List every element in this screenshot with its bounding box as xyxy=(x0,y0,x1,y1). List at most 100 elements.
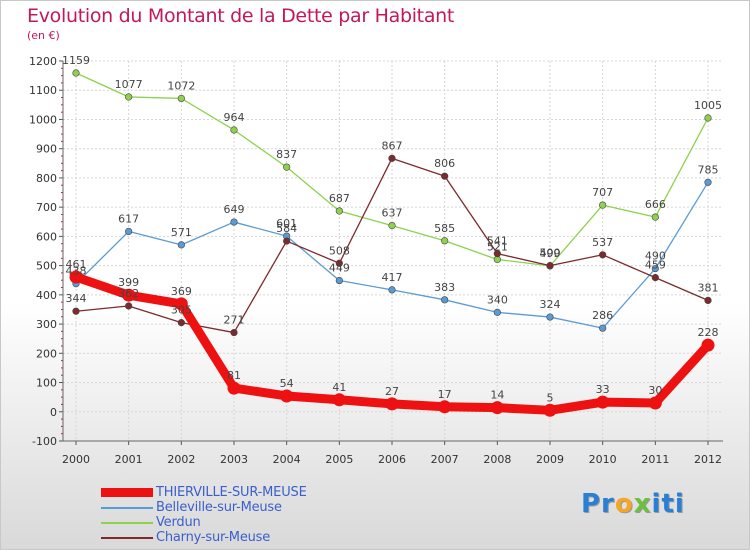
data-label: 449 xyxy=(329,262,350,275)
data-point xyxy=(493,250,501,258)
data-point xyxy=(335,207,343,215)
legend-swatch xyxy=(101,537,153,539)
data-point xyxy=(651,213,659,221)
legend-swatch xyxy=(101,488,153,497)
legend-label: Verdun xyxy=(156,515,201,530)
legend-item: Belleville-sur-Meuse xyxy=(101,500,401,515)
legend-swatch xyxy=(101,507,153,509)
data-point xyxy=(177,94,185,103)
data-point xyxy=(599,201,607,209)
data-point xyxy=(704,114,712,122)
y-tick-label: 1100 xyxy=(29,84,57,97)
data-point xyxy=(546,262,554,270)
legend-item: Verdun xyxy=(101,515,401,530)
data-label: 537 xyxy=(592,236,613,249)
data-point xyxy=(438,400,452,414)
data-point xyxy=(704,296,712,305)
data-point xyxy=(651,264,659,273)
data-point xyxy=(72,69,80,77)
data-label: 383 xyxy=(434,281,455,294)
y-tick-label: 700 xyxy=(36,201,57,214)
data-label: 500 xyxy=(540,247,561,260)
x-tick-label: 2003 xyxy=(220,453,248,466)
x-tick-label: 2009 xyxy=(536,453,564,466)
data-label: 340 xyxy=(487,293,508,306)
y-tick-label: 600 xyxy=(36,230,57,243)
x-tick-label: 2006 xyxy=(378,453,406,466)
data-point xyxy=(335,276,343,285)
data-label: 17 xyxy=(438,388,452,401)
data-point xyxy=(441,172,449,180)
x-tick-label: 2000 xyxy=(62,453,90,466)
data-label: 601 xyxy=(276,217,297,230)
series xyxy=(69,69,715,417)
data-label: 305 xyxy=(171,304,192,317)
data-label: 461 xyxy=(66,258,87,271)
data-point xyxy=(230,126,238,134)
legend-label: Belleville-sur-Meuse xyxy=(156,500,282,515)
data-label: 54 xyxy=(280,377,294,390)
data-label: 637 xyxy=(382,207,403,220)
legend-item: THIERVILLE-SUR-MEUSE xyxy=(101,485,401,500)
data-label: 369 xyxy=(171,285,192,298)
proxiti-logo: Proxiti xyxy=(581,489,685,519)
data-label: 5 xyxy=(547,391,554,404)
data-point xyxy=(388,286,396,294)
y-tick-label: 800 xyxy=(36,172,57,185)
legend: THIERVILLE-SUR-MEUSE Belleville-sur-Meuse… xyxy=(101,485,401,545)
data-point xyxy=(388,154,396,162)
y-tick-label: 900 xyxy=(36,143,57,156)
data-label: 41 xyxy=(332,381,346,394)
y-tick-label: 0 xyxy=(50,406,57,419)
data-point xyxy=(230,328,238,337)
data-label: 33 xyxy=(596,383,610,396)
y-tick-label: 400 xyxy=(36,289,57,302)
data-label: 228 xyxy=(698,326,719,339)
data-point xyxy=(283,237,291,245)
data-label: 837 xyxy=(276,148,297,161)
data-point xyxy=(335,259,343,267)
data-label: 499 xyxy=(540,247,561,260)
data-point xyxy=(125,302,133,310)
y-tick-label: 200 xyxy=(36,347,57,360)
data-point xyxy=(490,401,504,415)
data-point xyxy=(69,270,83,284)
data-point xyxy=(332,393,346,407)
data-label: 617 xyxy=(118,212,139,225)
data-label: 508 xyxy=(329,244,350,257)
data-point xyxy=(599,324,607,332)
x-tick-label: 2002 xyxy=(167,453,195,466)
data-point xyxy=(651,274,659,282)
data-point xyxy=(280,389,294,403)
x-tick-label: 2004 xyxy=(273,453,301,466)
data-point xyxy=(72,307,80,315)
data-label: 399 xyxy=(118,276,139,289)
legend-item: Charny-sur-Meuse xyxy=(101,530,401,545)
y-tick-label: -100 xyxy=(32,435,57,448)
data-point xyxy=(493,308,501,316)
data-point xyxy=(177,319,185,327)
data-point xyxy=(125,227,133,236)
legend-label: THIERVILLE-SUR-MEUSE xyxy=(156,485,307,500)
data-point xyxy=(441,237,449,245)
data-point xyxy=(546,313,554,321)
data-point xyxy=(177,241,185,249)
data-labels: 438 617 571 649 601 449 417 383 340 324 286 490 785 1… xyxy=(62,54,722,404)
data-point xyxy=(599,251,607,259)
y-tick-label: 1200 xyxy=(29,55,57,68)
data-point xyxy=(543,403,557,417)
x-tick-label: 2012 xyxy=(694,453,722,466)
data-label: 1077 xyxy=(115,78,143,91)
data-label: 964 xyxy=(224,111,245,124)
data-label: 459 xyxy=(645,259,666,272)
legend-label: Charny-sur-Meuse xyxy=(156,530,271,545)
y-tick-label: 1000 xyxy=(29,113,57,126)
y-tick-label: 300 xyxy=(36,318,57,331)
data-label: 344 xyxy=(66,292,87,305)
data-point xyxy=(441,296,449,304)
data-label: 324 xyxy=(540,298,561,311)
x-tick-label: 2005 xyxy=(325,453,353,466)
data-point xyxy=(227,381,241,395)
y-tick-label: 100 xyxy=(36,377,57,390)
